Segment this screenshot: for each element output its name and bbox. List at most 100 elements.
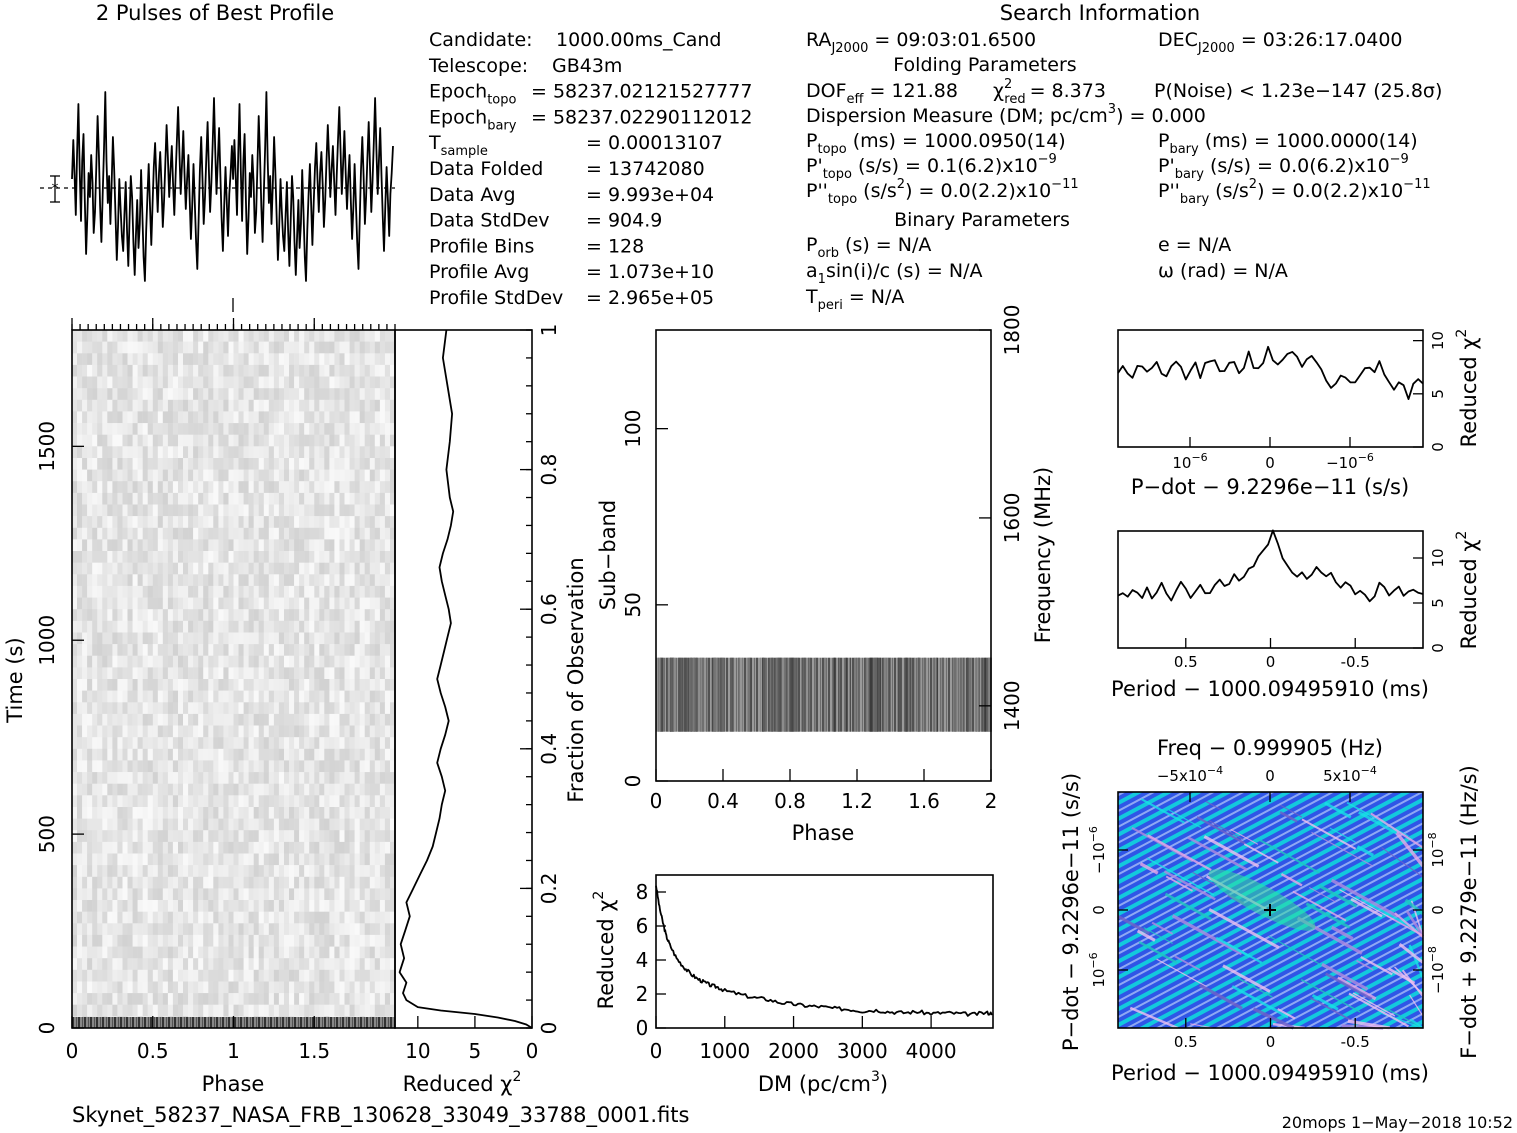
heatmap-cell <box>289 399 295 412</box>
heatmap-cell <box>117 632 123 645</box>
heatmap-cell <box>258 783 264 796</box>
heatmap-cell <box>314 900 320 912</box>
heatmap-cell <box>218 458 224 470</box>
heatmap-cell <box>258 923 264 936</box>
heatmap-cell <box>167 609 174 622</box>
heatmap-cell <box>263 911 270 924</box>
heatmap-cell <box>233 760 239 773</box>
heatmap-cell <box>294 1004 300 1017</box>
heatmap-cell <box>263 702 270 715</box>
heatmap-cell <box>334 783 340 796</box>
heatmap-cell <box>142 690 148 703</box>
heatmap-cell <box>102 458 108 470</box>
heatmap-cell <box>107 376 113 389</box>
heatmap-cell <box>329 865 335 877</box>
heatmap-cell <box>92 853 98 866</box>
heatmap-cell <box>384 807 391 819</box>
heatmap-cell <box>258 574 264 587</box>
heatmap-cell <box>233 923 239 936</box>
ppdot-streak <box>1230 829 1259 845</box>
heatmap-cell <box>384 737 391 750</box>
heatmap-cell <box>263 353 270 366</box>
ppdot-ylabel: P−dot − 9.2296e−11 (s/s) <box>1059 773 1083 1051</box>
heatmap-cell <box>284 818 290 831</box>
heatmap-cell <box>354 1004 360 1017</box>
heatmap-cell <box>112 330 118 342</box>
heatmap-cell <box>384 632 391 645</box>
heatmap-cell <box>390 469 396 482</box>
ppdot-streak <box>1308 886 1336 903</box>
heatmap-cell <box>390 934 396 947</box>
heatmap-cell <box>278 841 285 854</box>
heatmap-cell <box>324 807 330 819</box>
heatmap-cell <box>223 969 229 982</box>
heatmap-cell <box>339 841 345 854</box>
heatmap-cell <box>278 504 285 517</box>
heatmap-cell <box>268 388 275 401</box>
heatmap-cell <box>82 876 88 889</box>
heatmap-cell <box>142 574 148 587</box>
heatmap-cell <box>258 760 264 773</box>
ppdot-streak <box>1409 1018 1424 1029</box>
heatmap-cell <box>152 679 159 691</box>
heatmap-cell <box>258 364 264 377</box>
heatmap-cell <box>243 923 249 936</box>
heatmap-cell <box>72 458 78 470</box>
heatmap-cell <box>162 865 169 877</box>
heatmap-cell <box>112 469 118 482</box>
heatmap-cell <box>273 667 280 680</box>
heatmap-cell <box>72 934 78 947</box>
heatmap-cell <box>167 958 174 971</box>
heatmap-cell <box>117 492 123 505</box>
heatmap-cell <box>193 830 199 843</box>
heatmap-cell <box>384 388 391 401</box>
heatmap-cell <box>117 725 123 738</box>
heatmap-cell <box>203 597 209 610</box>
heatmap-cell <box>273 399 280 412</box>
heatmap-cell <box>369 458 376 470</box>
heatmap-cell <box>284 760 290 773</box>
heatmap-cell <box>213 934 219 947</box>
heatmap-cell <box>213 376 219 389</box>
heatmap-cell <box>329 376 335 389</box>
heatmap-cell <box>369 760 376 773</box>
heatmap-cell <box>243 783 249 796</box>
heatmap-cell <box>263 923 270 936</box>
heatmap-cell <box>258 411 264 424</box>
heatmap-cell <box>268 783 275 796</box>
info-row-label: Profile Bins <box>429 235 534 257</box>
heatmap-cell <box>82 725 88 738</box>
heatmap-cell <box>208 376 214 389</box>
heatmap-cell <box>329 469 335 482</box>
heatmap-cell <box>82 597 88 610</box>
heatmap-cell <box>77 492 83 505</box>
heatmap-cell <box>112 807 118 819</box>
heatmap-cell <box>172 725 179 738</box>
heatmap-cell <box>273 458 280 470</box>
heatmap-cell <box>107 609 113 622</box>
heatmap-cell <box>203 725 209 738</box>
heatmap-cell <box>390 434 396 447</box>
heatmap-cell <box>208 644 214 656</box>
heatmap-cell <box>132 713 138 726</box>
ppdot-streak <box>1404 898 1425 916</box>
heatmap-cell <box>319 772 325 784</box>
heatmap-cell <box>122 330 128 342</box>
heatmap-cell <box>233 539 239 552</box>
heatmap-cell <box>268 865 275 877</box>
heatmap-cell <box>152 958 159 971</box>
heatmap-cell <box>142 830 148 843</box>
heatmap-cell <box>147 713 153 726</box>
heatmap-cell <box>127 760 133 773</box>
heatmap-cell <box>183 888 189 901</box>
heatmap-cell <box>304 469 310 482</box>
subband-stripe <box>958 657 963 732</box>
heatmap-cell <box>304 609 310 622</box>
heatmap-cell <box>263 446 270 459</box>
heatmap-cell <box>339 807 345 819</box>
heatmap-cell <box>92 388 98 401</box>
heatmap-cell <box>112 585 118 598</box>
heatmap-cell <box>147 562 153 575</box>
heatmap-cell <box>127 423 133 435</box>
heatmap-cell <box>364 504 370 517</box>
